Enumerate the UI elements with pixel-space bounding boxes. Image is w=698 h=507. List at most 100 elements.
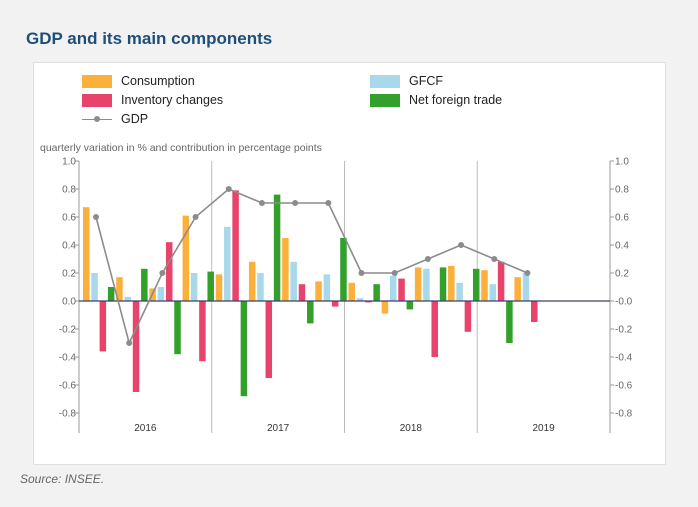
- bar-consumption: [414, 267, 422, 301]
- bar-inventory-changes: [464, 301, 472, 332]
- nft-swatch-icon: [370, 93, 400, 107]
- bar-gfcf: [323, 274, 331, 301]
- bar-net-foreign-trade: [240, 301, 248, 397]
- gdp-point: [192, 214, 199, 220]
- bar-gfcf: [91, 273, 98, 301]
- bar-gfcf: [389, 275, 397, 301]
- y-tick-label-right: -0.0: [615, 297, 633, 308]
- bar-inventory-changes: [398, 278, 405, 301]
- y-tick-label-left: 0.4: [62, 241, 76, 252]
- bar-gfcf: [224, 226, 231, 301]
- y-tick-label-right: 0.2: [615, 269, 629, 280]
- legend-gfcf[interactable]: GFCF: [370, 74, 443, 88]
- bar-consumption: [215, 274, 223, 301]
- page-title: GDP and its main components: [26, 29, 273, 48]
- inventory-swatch-icon: [82, 93, 112, 107]
- bar-net-foreign-trade: [373, 284, 380, 301]
- bar-gfcf: [190, 273, 198, 301]
- bar-consumption: [182, 215, 190, 301]
- bar-inventory-changes: [531, 301, 538, 322]
- bar-consumption: [282, 238, 289, 301]
- y-tick-label-right: 0.8: [615, 185, 629, 196]
- bar-gfcf: [456, 282, 463, 301]
- legend-gdp[interactable]: GDP: [82, 112, 148, 126]
- x-year-label: 2016: [134, 423, 157, 434]
- source-note: Source: INSEE.: [20, 472, 105, 486]
- legend-inventory-changes[interactable]: Inventory changes: [82, 93, 223, 107]
- bar-inventory-changes: [431, 301, 438, 357]
- bar-inventory-changes: [99, 301, 107, 352]
- legend-label: GFCF: [409, 74, 444, 88]
- y-axis-caption: quarterly variation in % and contributio…: [40, 142, 322, 154]
- x-year-label: 2018: [400, 423, 423, 434]
- bar-net-foreign-trade: [406, 301, 414, 310]
- y-tick-label-right: -0.8: [615, 409, 633, 420]
- bar-net-foreign-trade: [207, 271, 214, 301]
- bar-inventory-changes: [132, 301, 140, 392]
- bar-gfcf: [290, 261, 297, 301]
- gdp-point: [93, 214, 99, 220]
- y-tick-label-left: -0.6: [59, 381, 77, 392]
- gdp-point: [358, 270, 365, 276]
- bar-gfcf: [423, 268, 430, 301]
- gdp-point: [491, 256, 498, 262]
- gdp-point: [424, 256, 431, 262]
- y-tick-label-left: 0.6: [62, 213, 76, 224]
- bar-consumption: [514, 277, 521, 301]
- legend-net-foreign-trade[interactable]: Net foreign trade: [370, 93, 502, 107]
- bar-net-foreign-trade: [307, 301, 314, 324]
- bar-gfcf: [489, 284, 497, 301]
- legend-consumption[interactable]: Consumption: [82, 74, 195, 88]
- bar-inventory-changes: [199, 301, 206, 362]
- bar-net-foreign-trade: [439, 267, 447, 301]
- bar-consumption: [448, 266, 455, 301]
- gdp-point: [225, 186, 232, 192]
- bar-consumption: [248, 261, 256, 301]
- gdp-point: [292, 200, 299, 206]
- bar-net-foreign-trade: [273, 194, 281, 301]
- x-year-label: 2019: [533, 423, 556, 434]
- bar-net-foreign-trade: [141, 268, 148, 301]
- legend-label: Inventory changes: [121, 93, 224, 107]
- y-tick-label-left: 1.0: [62, 157, 76, 168]
- bar-inventory-changes: [331, 301, 339, 307]
- bar-inventory-changes: [265, 301, 273, 378]
- bar-inventory-changes: [232, 190, 239, 301]
- bar-gfcf: [257, 273, 264, 301]
- gdp-line-icon: [82, 113, 112, 126]
- gdp-line: [95, 188, 528, 346]
- gdp-point: [258, 200, 265, 206]
- gdp-point: [524, 270, 531, 276]
- bar-net-foreign-trade: [107, 287, 115, 301]
- bar-inventory-changes: [365, 301, 372, 303]
- y-tick-label-right: 1.0: [615, 157, 629, 168]
- legend-label: Consumption: [121, 74, 195, 88]
- y-tick-label-left: 0.2: [62, 269, 76, 280]
- consumption-swatch-icon: [82, 74, 112, 88]
- chart-card: Consumption GFCF Inventory changes Net f…: [33, 62, 666, 465]
- y-tick-label-left: -0.8: [59, 409, 77, 420]
- bar-consumption: [83, 207, 90, 301]
- bar-net-foreign-trade: [506, 301, 513, 343]
- bar-consumption: [348, 282, 355, 301]
- bar-gfcf: [124, 296, 131, 301]
- y-tick-label-left: 0.8: [62, 185, 76, 196]
- y-tick-label-left: -0.2: [59, 325, 77, 336]
- bar-inventory-changes: [497, 261, 505, 301]
- y-tick-label-right: -0.4: [615, 353, 633, 364]
- gfcf-swatch-icon: [370, 74, 400, 88]
- bar-net-foreign-trade: [174, 301, 181, 355]
- bar-gfcf: [356, 298, 364, 301]
- bar-consumption: [315, 281, 322, 301]
- bar-inventory-changes: [165, 242, 173, 301]
- gdp-point: [126, 340, 133, 346]
- bar-consumption: [481, 270, 488, 301]
- bar-inventory-changes: [298, 284, 306, 301]
- y-tick-label-right: -0.6: [615, 381, 633, 392]
- legend-label: GDP: [121, 112, 149, 126]
- bar-consumption: [116, 277, 123, 301]
- gdp-point: [458, 242, 465, 248]
- bar-gfcf: [157, 287, 165, 301]
- x-year-label: 2017: [267, 423, 290, 434]
